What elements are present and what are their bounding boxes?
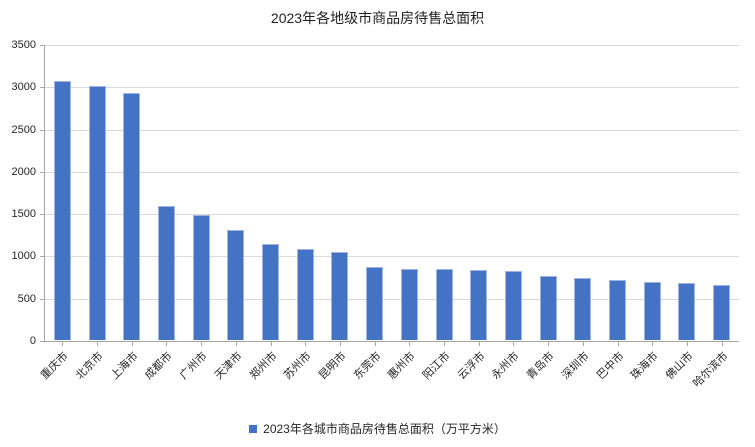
x-tick-label: 天津市 [212, 350, 245, 382]
x-tick-label: 郑州市 [247, 350, 280, 382]
x-axis-tick [582, 342, 584, 346]
x-axis-tick [201, 342, 203, 346]
x-axis-tick [131, 342, 133, 346]
bar-深圳市 [574, 278, 592, 340]
y-tick-label: 1000 [11, 250, 36, 263]
legend-label: 2023年各城市商品房待售总面积（万平方米） [263, 422, 506, 436]
y-axis-tick [40, 298, 44, 300]
y-tick-label: 2000 [11, 165, 36, 178]
bar-阳江市 [435, 269, 453, 340]
x-axis-line [45, 341, 739, 342]
x-tick-label: 东莞市 [351, 350, 384, 382]
x-axis-tick [444, 342, 446, 346]
bar-东莞市 [366, 267, 384, 340]
x-axis-tick [97, 342, 99, 346]
x-tick-label: 巴中市 [594, 350, 627, 382]
y-tick-label: 3000 [11, 81, 36, 94]
x-tick-label: 重庆市 [39, 350, 71, 382]
y-axis-tick [40, 214, 44, 216]
plot-area: 0 500 1000 1500 2000 2500 3000 3500 重庆市 北京市 上海市 成都市… [12, 39, 739, 390]
x-tick-label: 深圳市 [559, 350, 592, 382]
x-tick-label: 昆明市 [316, 350, 349, 382]
x-axis-tick [617, 342, 619, 346]
y-tick-label: 3500 [11, 39, 36, 51]
x-axis-tick [721, 342, 723, 346]
bar-云浮市 [470, 270, 488, 340]
y-axis-tick [40, 87, 44, 89]
x-tick-label: 永州市 [490, 350, 523, 382]
y-axis-tick [40, 129, 44, 131]
y-axis-tick [40, 341, 44, 342]
legend-marker-icon [249, 424, 258, 433]
bar-上海市 [123, 93, 141, 340]
x-tick-label: 惠州市 [386, 350, 418, 382]
x-tick-label: 云浮市 [455, 350, 488, 382]
x-axis-tick [305, 342, 307, 346]
x-tick-label: 苏州市 [282, 350, 314, 382]
gridline [45, 87, 739, 89]
gridline [45, 45, 739, 46]
y-tick-label: 0 [29, 335, 36, 347]
y-tick-label: 1500 [11, 208, 36, 221]
x-axis-tick [166, 342, 168, 346]
bar-永州市 [504, 270, 522, 340]
x-tick-label: 青岛市 [524, 350, 557, 382]
gridline [45, 214, 739, 216]
gridline [45, 256, 739, 258]
x-tick-label: 成都市 [143, 350, 176, 382]
y-axis-line [44, 45, 45, 342]
x-tick-label: 广州市 [177, 350, 210, 382]
bar-哈尔滨市 [713, 285, 731, 340]
x-axis-tick [339, 342, 341, 346]
x-axis-tick [270, 342, 272, 346]
bar-苏州市 [296, 249, 314, 340]
gridline [45, 298, 739, 300]
bar-昆明市 [331, 252, 349, 340]
x-tick-label: 哈尔滨市 [690, 350, 731, 390]
bar-青岛市 [539, 275, 557, 340]
x-tick-label: 珠海市 [629, 350, 661, 382]
x-axis-tick [652, 342, 654, 346]
x-axis-tick [548, 342, 550, 346]
bar-佛山市 [678, 282, 696, 340]
bar-广州市 [192, 214, 210, 340]
gridline [45, 171, 739, 173]
x-axis-tick [374, 342, 376, 346]
y-tick-label: 500 [17, 292, 36, 305]
legend: 2023年各城市商品房待售总面积（万平方米） [0, 420, 755, 437]
x-tick-label: 北京市 [73, 350, 106, 382]
x-axis-tick [409, 342, 411, 346]
bar-成都市 [157, 206, 175, 340]
x-axis-tick [513, 342, 515, 346]
y-tick-label: 2500 [11, 123, 36, 136]
x-axis-tick [235, 342, 237, 346]
gridline [45, 129, 739, 131]
bar-惠州市 [400, 268, 418, 340]
chart-title: 2023年各地级市商品房待售总面积 [270, 10, 485, 26]
x-axis-tick [686, 342, 688, 346]
bar-北京市 [88, 86, 106, 340]
y-axis-tick [40, 45, 44, 46]
bar-天津市 [227, 230, 245, 340]
bar-重庆市 [53, 81, 71, 340]
y-axis-tick [40, 256, 44, 258]
bar-巴中市 [609, 280, 627, 340]
x-axis-tick [62, 342, 64, 346]
bar-珠海市 [643, 282, 661, 340]
bar-郑州市 [262, 243, 280, 340]
x-axis-tick [478, 342, 480, 346]
y-axis-tick [40, 171, 44, 173]
x-tick-label: 阳江市 [420, 350, 453, 382]
x-tick-label: 上海市 [108, 350, 141, 382]
